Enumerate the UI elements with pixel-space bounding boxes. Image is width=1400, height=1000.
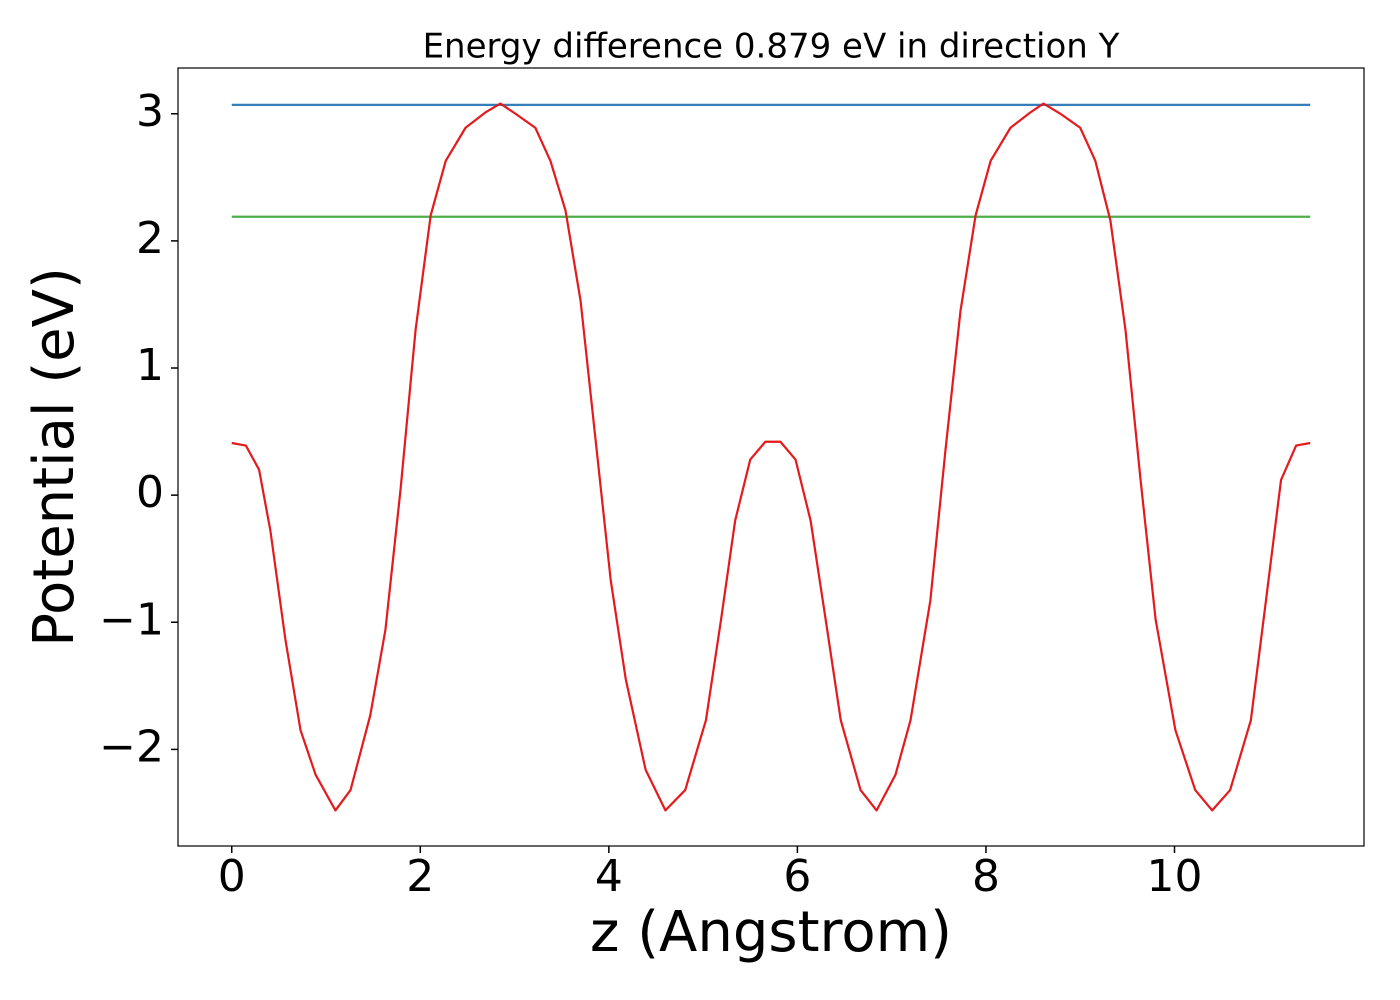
y-tick-label: −2 [99,721,164,772]
x-tick-label: 8 [972,851,1000,902]
x-axis-label: z (Angstrom) [590,900,952,965]
chart-title: Energy difference 0.879 eV in direction … [423,27,1120,67]
plot-frame [177,67,1365,847]
x-tick-label: 6 [783,851,811,902]
x-tick-label: 10 [1147,851,1203,902]
y-tick-label: 1 [136,340,164,391]
y-axis-label: Potential (eV) [22,267,87,647]
y-tick-label: 3 [136,86,164,137]
x-tick-label: 0 [218,851,246,902]
y-tick-label: 0 [136,467,164,518]
y-tick-label: 2 [136,213,164,264]
data-line [231,102,1311,812]
y-tick-label: −1 [99,594,164,645]
x-tick-label: 2 [406,851,434,902]
x-tick-label: 4 [595,851,623,902]
